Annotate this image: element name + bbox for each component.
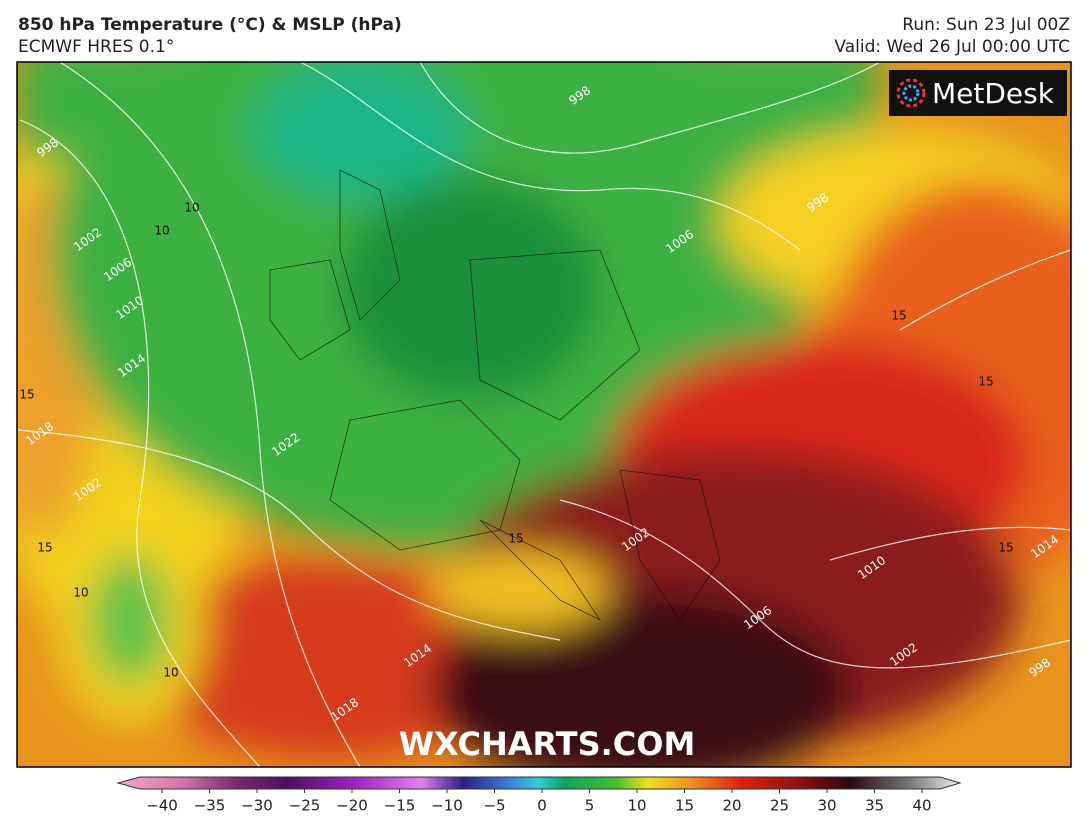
colorbar-tick-label: −20 — [336, 797, 368, 815]
isotherm-label: 15 — [19, 388, 34, 402]
colorbar-tick-label: 0 — [537, 797, 547, 815]
isotherm-label: 10 — [184, 201, 199, 215]
isotherm-label: 15 — [891, 309, 906, 323]
colorbar-tick-label: 15 — [675, 797, 694, 815]
colorbar-tick-label: −25 — [289, 797, 321, 815]
colorbar-tick-label: −15 — [384, 797, 416, 815]
isotherm-label: 10 — [73, 586, 88, 600]
colorbar-tick-label: 10 — [627, 797, 646, 815]
run-time: Run: Sun 23 Jul 00Z — [902, 15, 1070, 35]
isotherm-label: 10 — [154, 224, 169, 238]
isotherm-label: 15 — [37, 541, 52, 555]
colorbar-tick-label: 20 — [722, 797, 741, 815]
colorbar-tick-label: −40 — [146, 797, 178, 815]
colorbar-tick-label: 40 — [912, 797, 931, 815]
colorbar-tick-label: 25 — [770, 797, 789, 815]
isotherm-label: 15 — [978, 375, 993, 389]
isotherm-label: 15 — [508, 532, 523, 546]
subtitle: ECMWF HRES 0.1° — [18, 37, 174, 57]
watermark: WXCHARTS.COM — [399, 725, 696, 763]
colorbar-tick-label: 30 — [817, 797, 836, 815]
isotherm-label: 10 — [163, 666, 178, 680]
map: MetDesk WXCHARTS.COM 10 10 15 15 15 15 15 15 10 1… — [17, 62, 1071, 767]
colorbar — [116, 776, 962, 790]
title: 850 hPa Temperature (°C) & MSLP (hPa) — [18, 15, 402, 35]
colorbar-tick-label: 5 — [585, 797, 595, 815]
colorbar-tick-label: −30 — [241, 797, 273, 815]
colorbar-tick-label: 35 — [865, 797, 884, 815]
logo: MetDesk — [932, 77, 1055, 110]
colorbar-tick-label: −10 — [431, 797, 463, 815]
valid-time: Valid: Wed 26 Jul 00:00 UTC — [834, 37, 1070, 57]
isotherm-label: 15 — [998, 541, 1013, 555]
colorbar-tick-label: −5 — [483, 797, 505, 815]
colorbar-tick-label: −35 — [194, 797, 226, 815]
